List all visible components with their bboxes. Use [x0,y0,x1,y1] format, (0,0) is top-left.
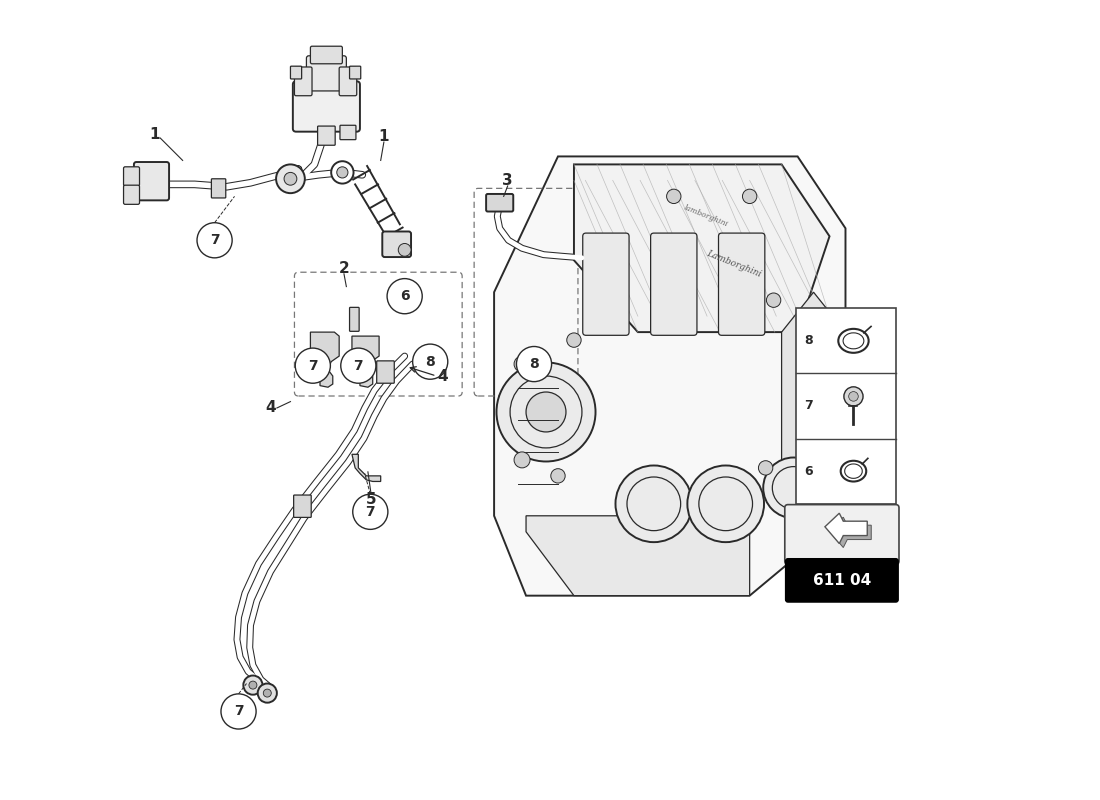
Circle shape [263,689,272,697]
FancyBboxPatch shape [650,233,697,335]
Circle shape [412,344,448,379]
Circle shape [221,694,256,729]
FancyBboxPatch shape [350,307,359,331]
Text: 5: 5 [366,492,376,507]
Text: 7: 7 [233,705,243,718]
Circle shape [763,458,824,518]
Circle shape [688,466,764,542]
Circle shape [517,346,551,382]
Text: 2: 2 [339,261,350,276]
Circle shape [758,461,773,475]
Text: 8: 8 [529,357,539,371]
FancyBboxPatch shape [784,505,899,564]
Circle shape [526,392,566,432]
Circle shape [514,356,530,372]
Circle shape [616,466,692,542]
FancyBboxPatch shape [350,66,361,79]
Circle shape [257,683,277,702]
Text: 6: 6 [804,465,813,478]
Polygon shape [829,517,871,547]
Circle shape [337,167,348,178]
FancyBboxPatch shape [796,308,895,504]
Text: 8: 8 [426,354,436,369]
FancyBboxPatch shape [123,167,140,186]
Polygon shape [574,165,829,332]
Text: 7: 7 [365,505,375,519]
Polygon shape [526,516,750,596]
Polygon shape [352,336,379,387]
Circle shape [197,222,232,258]
Circle shape [844,387,864,406]
Text: 6: 6 [399,289,409,303]
Polygon shape [352,454,381,482]
Text: 7: 7 [353,358,363,373]
Circle shape [566,333,581,347]
FancyBboxPatch shape [785,558,899,602]
FancyBboxPatch shape [123,185,140,204]
FancyBboxPatch shape [134,162,169,200]
Polygon shape [494,157,846,596]
FancyBboxPatch shape [340,126,356,140]
Text: 3: 3 [503,173,513,188]
Circle shape [742,189,757,203]
FancyBboxPatch shape [318,126,336,146]
Polygon shape [310,332,339,387]
FancyBboxPatch shape [583,233,629,335]
Text: 4: 4 [437,369,448,383]
Text: 4: 4 [265,401,276,415]
FancyBboxPatch shape [211,178,226,198]
Circle shape [398,243,411,256]
FancyBboxPatch shape [339,67,356,96]
Circle shape [767,293,781,307]
Text: 8: 8 [804,334,813,347]
FancyBboxPatch shape [383,231,411,257]
Circle shape [353,494,388,530]
Text: 1: 1 [150,127,160,142]
Circle shape [276,165,305,193]
Text: lamborghini: lamborghini [682,204,729,229]
Circle shape [387,278,422,314]
FancyBboxPatch shape [295,67,312,96]
Polygon shape [782,292,846,500]
Text: 1: 1 [378,129,389,144]
Circle shape [284,172,297,185]
FancyBboxPatch shape [486,194,514,211]
FancyBboxPatch shape [310,46,342,64]
FancyBboxPatch shape [376,361,394,383]
Circle shape [667,189,681,203]
Text: 7: 7 [210,234,219,247]
FancyBboxPatch shape [293,82,360,132]
Text: 7: 7 [804,399,813,413]
FancyBboxPatch shape [290,66,301,79]
FancyBboxPatch shape [294,495,311,518]
Text: 611 04: 611 04 [813,573,871,588]
Circle shape [295,348,330,383]
Circle shape [341,348,376,383]
Circle shape [243,675,263,694]
FancyBboxPatch shape [307,56,346,91]
Circle shape [249,681,257,689]
Text: Lamborghini: Lamborghini [705,249,762,279]
Circle shape [514,452,530,468]
Circle shape [849,392,858,401]
Text: 7: 7 [308,358,318,373]
Polygon shape [825,514,867,543]
FancyBboxPatch shape [718,233,764,335]
Circle shape [496,362,595,462]
Circle shape [331,162,353,183]
Circle shape [551,469,565,483]
